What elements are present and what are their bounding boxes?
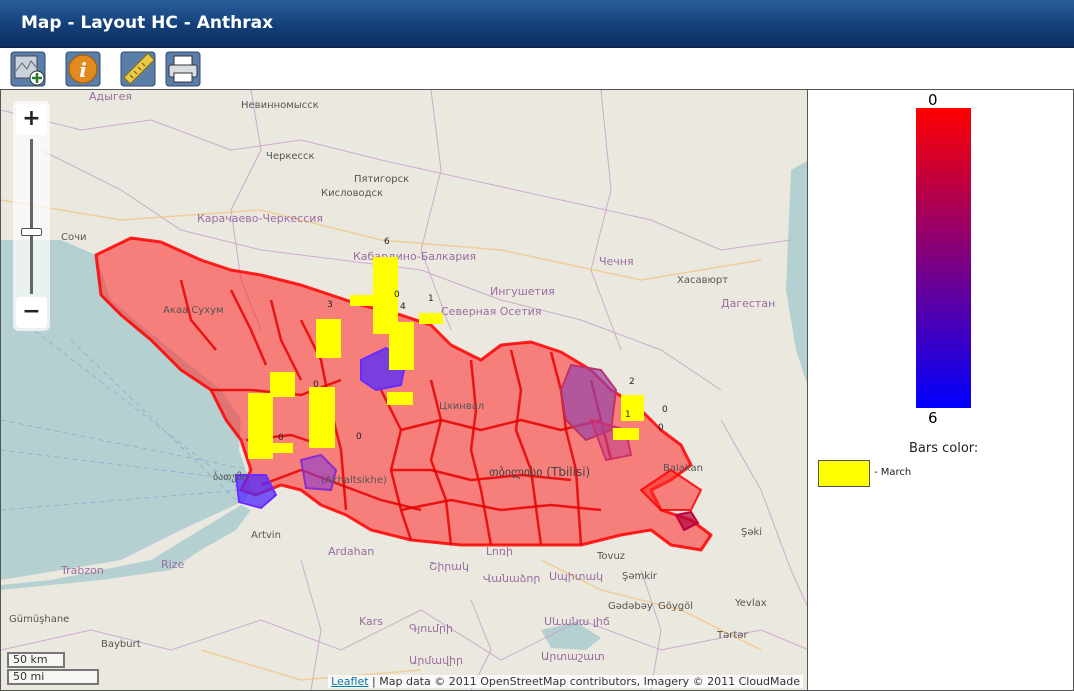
map-label: Карачаево-Черкессия: [197, 212, 324, 225]
attribution-text: | Map data © 2011 OpenStreetMap contribu…: [368, 675, 800, 688]
bar-value-label: 2: [629, 377, 635, 387]
svg-text:i: i: [79, 58, 87, 82]
chart-bar[interactable]: [373, 257, 398, 334]
chart-bar[interactable]: [613, 428, 639, 440]
map-label: Rize: [161, 558, 185, 571]
map-label: თბილისი (Tbilisi): [489, 465, 591, 479]
map-label: Gədəbəy: [608, 601, 653, 612]
toolbar: i: [0, 49, 1074, 89]
map-label: Վանաձոր: [483, 572, 541, 585]
chart-bar[interactable]: [621, 395, 644, 421]
chart-bar[interactable]: [309, 387, 335, 448]
map-label: Северная Осетия: [441, 305, 542, 318]
bar-value-label: 0: [278, 433, 284, 443]
map-label: Trabzon: [61, 564, 104, 577]
bar-value-label: 0: [394, 290, 400, 300]
map-label: Цхинвал: [439, 401, 485, 412]
map-label: Пятигорск: [354, 174, 410, 185]
map-basemap: [1, 90, 807, 690]
map-label: ბათუმი: [213, 472, 247, 483]
map-label: Շիրակ: [429, 560, 469, 573]
map-label: Хасавюрт: [677, 275, 729, 286]
map-label: Gümüşhane: [9, 614, 70, 625]
gradient-min-label: 6: [928, 409, 938, 427]
map-attribution: Leaflet | Map data © 2011 OpenStreetMap …: [328, 675, 803, 688]
add-layer-icon: [10, 51, 46, 87]
bar-value-label: 0: [662, 405, 668, 415]
map-label: Արմավիր: [409, 654, 464, 667]
bar-value-label: 4: [400, 302, 406, 312]
map-label: Tovuz: [597, 551, 626, 562]
map-label: Արտաշատ: [541, 650, 605, 663]
map-label: (Akhaltsikhe): [321, 475, 387, 486]
chart-bar[interactable]: [266, 443, 293, 453]
map-label: Адыгея: [89, 90, 132, 103]
zoom-slider-handle[interactable]: [21, 228, 42, 236]
map-label: Göygöl: [658, 601, 694, 612]
print-button[interactable]: [165, 51, 201, 87]
chart-bar[interactable]: [316, 319, 341, 358]
ruler-icon: [120, 51, 156, 87]
chart-bar[interactable]: [270, 372, 295, 397]
map-label: Чечня: [599, 255, 634, 268]
map-label: Дагестан: [721, 297, 776, 310]
map-label: Balakan: [663, 463, 703, 474]
map-label: Yevlax: [735, 598, 767, 609]
bar-value-label: 0: [356, 432, 362, 442]
map-label: Լոռի: [486, 545, 513, 558]
legend-swatch-march: [818, 460, 870, 487]
map-label: Кисловодск: [321, 188, 384, 199]
bar-value-label: 3: [327, 300, 333, 310]
bar-value-label: 0: [313, 380, 319, 390]
map-label: Сочи: [61, 232, 87, 243]
bar-value-label: 1: [625, 410, 631, 420]
map-label: Акаа Сухум: [163, 305, 224, 316]
info-icon: i: [65, 51, 101, 87]
chart-bar[interactable]: [419, 313, 443, 324]
bar-value-label: 1: [428, 294, 434, 304]
map-label: Şəki: [741, 527, 763, 538]
map-label: Գյումրի: [409, 622, 453, 635]
zoom-in-button[interactable]: +: [16, 104, 47, 135]
print-icon: [165, 51, 201, 87]
legend-label-march: - March: [874, 467, 912, 478]
window-title: Map - Layout HC - Anthrax: [21, 13, 274, 33]
gradient-max-label: 0: [928, 91, 938, 109]
leaflet-link[interactable]: Leaflet: [331, 675, 369, 688]
zoom-slider-track[interactable]: [30, 139, 33, 294]
zoom-control: + −: [13, 101, 50, 331]
chart-bar[interactable]: [350, 295, 375, 306]
info-button[interactable]: i: [65, 51, 101, 87]
map-label: Кабардино-Балкария: [353, 250, 477, 263]
map-label: Şəmkir: [622, 571, 657, 582]
map-label: Bayburt: [101, 639, 141, 650]
bar-value-label: 0: [658, 423, 664, 433]
map-label: Tərtər: [717, 630, 748, 641]
zoom-out-button[interactable]: −: [16, 297, 47, 328]
chart-bar[interactable]: [387, 392, 413, 405]
map-view[interactable]: Адыгея Невинномысск Черкесск Пятигорск К…: [0, 89, 808, 691]
map-label: Սպիտակ: [549, 570, 604, 583]
map-label: Ингушетия: [490, 285, 555, 298]
measure-button[interactable]: [120, 51, 156, 87]
bar-value-label: 6: [384, 237, 390, 247]
bars-color-title: Bars color:: [909, 441, 979, 456]
map-label: Artvin: [251, 530, 281, 541]
chart-bar[interactable]: [389, 322, 414, 370]
scale-mi: 50 mi: [7, 669, 99, 685]
map-label: Ardahan: [328, 545, 375, 558]
add-layer-button[interactable]: [10, 51, 46, 87]
map-label: Սևանա լիճ: [544, 615, 610, 628]
title-bar: Map - Layout HC - Anthrax: [0, 0, 1074, 48]
scale-km: 50 km: [7, 652, 65, 668]
map-label: Невинномысск: [241, 100, 319, 111]
color-gradient-scale: [916, 108, 971, 408]
map-label: Kars: [359, 615, 384, 628]
map-label: Черкесск: [266, 151, 315, 162]
